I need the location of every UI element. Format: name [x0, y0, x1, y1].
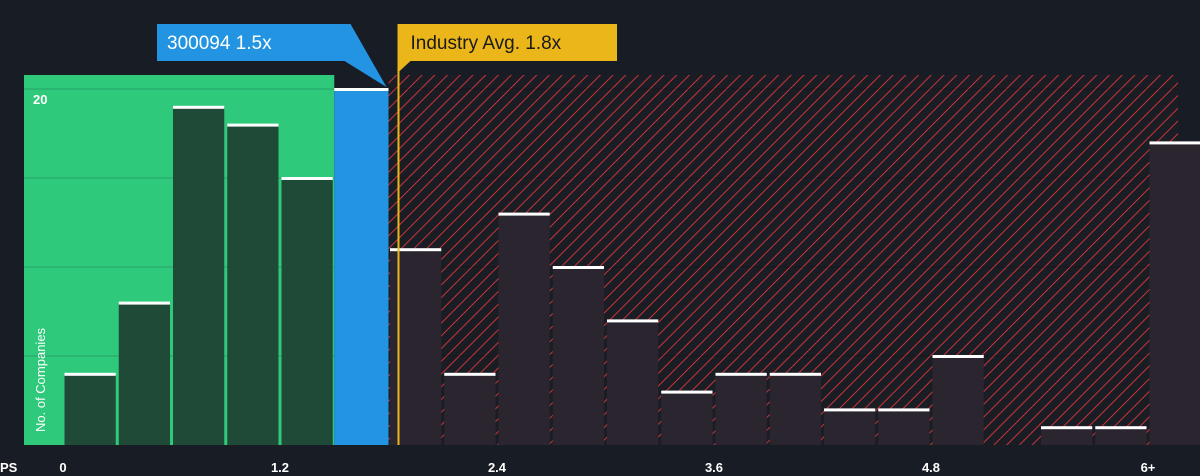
- bar: [498, 213, 550, 445]
- bar-top: [661, 390, 713, 394]
- bar: [769, 373, 821, 445]
- y-tick-label: 20: [33, 92, 47, 107]
- bar-top: [552, 266, 604, 269]
- company-callout-label: 300094 1.5x: [167, 33, 272, 54]
- bar-top: [607, 319, 659, 323]
- industry-callout-pointer: [397, 61, 411, 73]
- bar-top: [390, 248, 442, 252]
- industry-callout-box: [397, 24, 617, 61]
- bar: [607, 320, 659, 445]
- bar: [118, 302, 170, 445]
- bar-top: [824, 408, 876, 412]
- bar: [1041, 427, 1093, 445]
- industry-callout-label: Industry Avg. 1.8x: [411, 33, 562, 54]
- bar-top: [64, 372, 116, 376]
- bar-top: [444, 372, 496, 376]
- bar-top: [173, 105, 225, 109]
- bar-top: [932, 355, 984, 358]
- bar-top: [227, 123, 279, 127]
- x-tick-label: 6+: [1141, 460, 1156, 475]
- bar: [715, 373, 767, 445]
- bar-top: [878, 408, 930, 412]
- bar: [64, 373, 116, 445]
- bar: [444, 373, 496, 445]
- bar: [661, 391, 713, 445]
- bar-top: [281, 177, 333, 180]
- bar-top: [1095, 426, 1147, 430]
- bar: [227, 124, 279, 445]
- bar: [932, 356, 984, 445]
- x-tick-label: 2.4: [488, 460, 507, 475]
- company-callout-box: [157, 24, 349, 61]
- bar: [824, 409, 876, 445]
- x-axis-label: PS: [0, 460, 18, 475]
- y-axis-label: No. of Companies: [33, 327, 48, 432]
- x-tick-label: 3.6: [705, 460, 723, 475]
- company-callout-pointer: [344, 24, 387, 87]
- x-tick-label: 1.2: [271, 460, 289, 475]
- bar: [1149, 142, 1200, 445]
- x-tick-label: 4.8: [922, 460, 940, 475]
- bar-top: [498, 212, 550, 216]
- bar-top: [1149, 141, 1200, 145]
- bar: [1095, 427, 1147, 445]
- bar-top: [118, 301, 170, 305]
- bar: [173, 106, 225, 446]
- bar-top: [715, 372, 767, 376]
- bar: [281, 178, 333, 445]
- bar-top: [334, 88, 389, 91]
- bar-top: [1041, 426, 1093, 430]
- bar-highlight: [334, 89, 389, 445]
- bar-top: [769, 372, 821, 376]
- bar: [878, 409, 930, 445]
- x-tick-label: 0: [59, 460, 66, 475]
- bar: [552, 267, 604, 445]
